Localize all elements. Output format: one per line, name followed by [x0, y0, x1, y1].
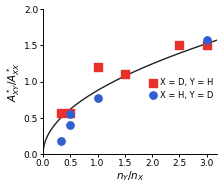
X = D, Y = H: [68, 112, 72, 115]
X = D, Y = H: [205, 44, 208, 47]
X = D, Y = H: [96, 66, 99, 69]
X = H, Y = D: [96, 96, 99, 99]
X = D, Y = H: [123, 73, 126, 76]
X = D, Y = H: [178, 43, 181, 46]
X-axis label: $n_Y/n_X$: $n_Y/n_X$: [116, 170, 145, 184]
Y-axis label: $A^*_{XY}/A^*_{XX}$: $A^*_{XY}/A^*_{XX}$: [6, 62, 22, 102]
X = H, Y = D: [59, 139, 63, 142]
X = H, Y = D: [205, 39, 208, 42]
X = D, Y = H: [59, 112, 63, 115]
X = H, Y = D: [68, 123, 72, 126]
Legend: X = D, Y = H, X = H, Y = D: X = D, Y = H, X = H, Y = D: [150, 78, 213, 100]
X = H, Y = D: [68, 113, 72, 116]
